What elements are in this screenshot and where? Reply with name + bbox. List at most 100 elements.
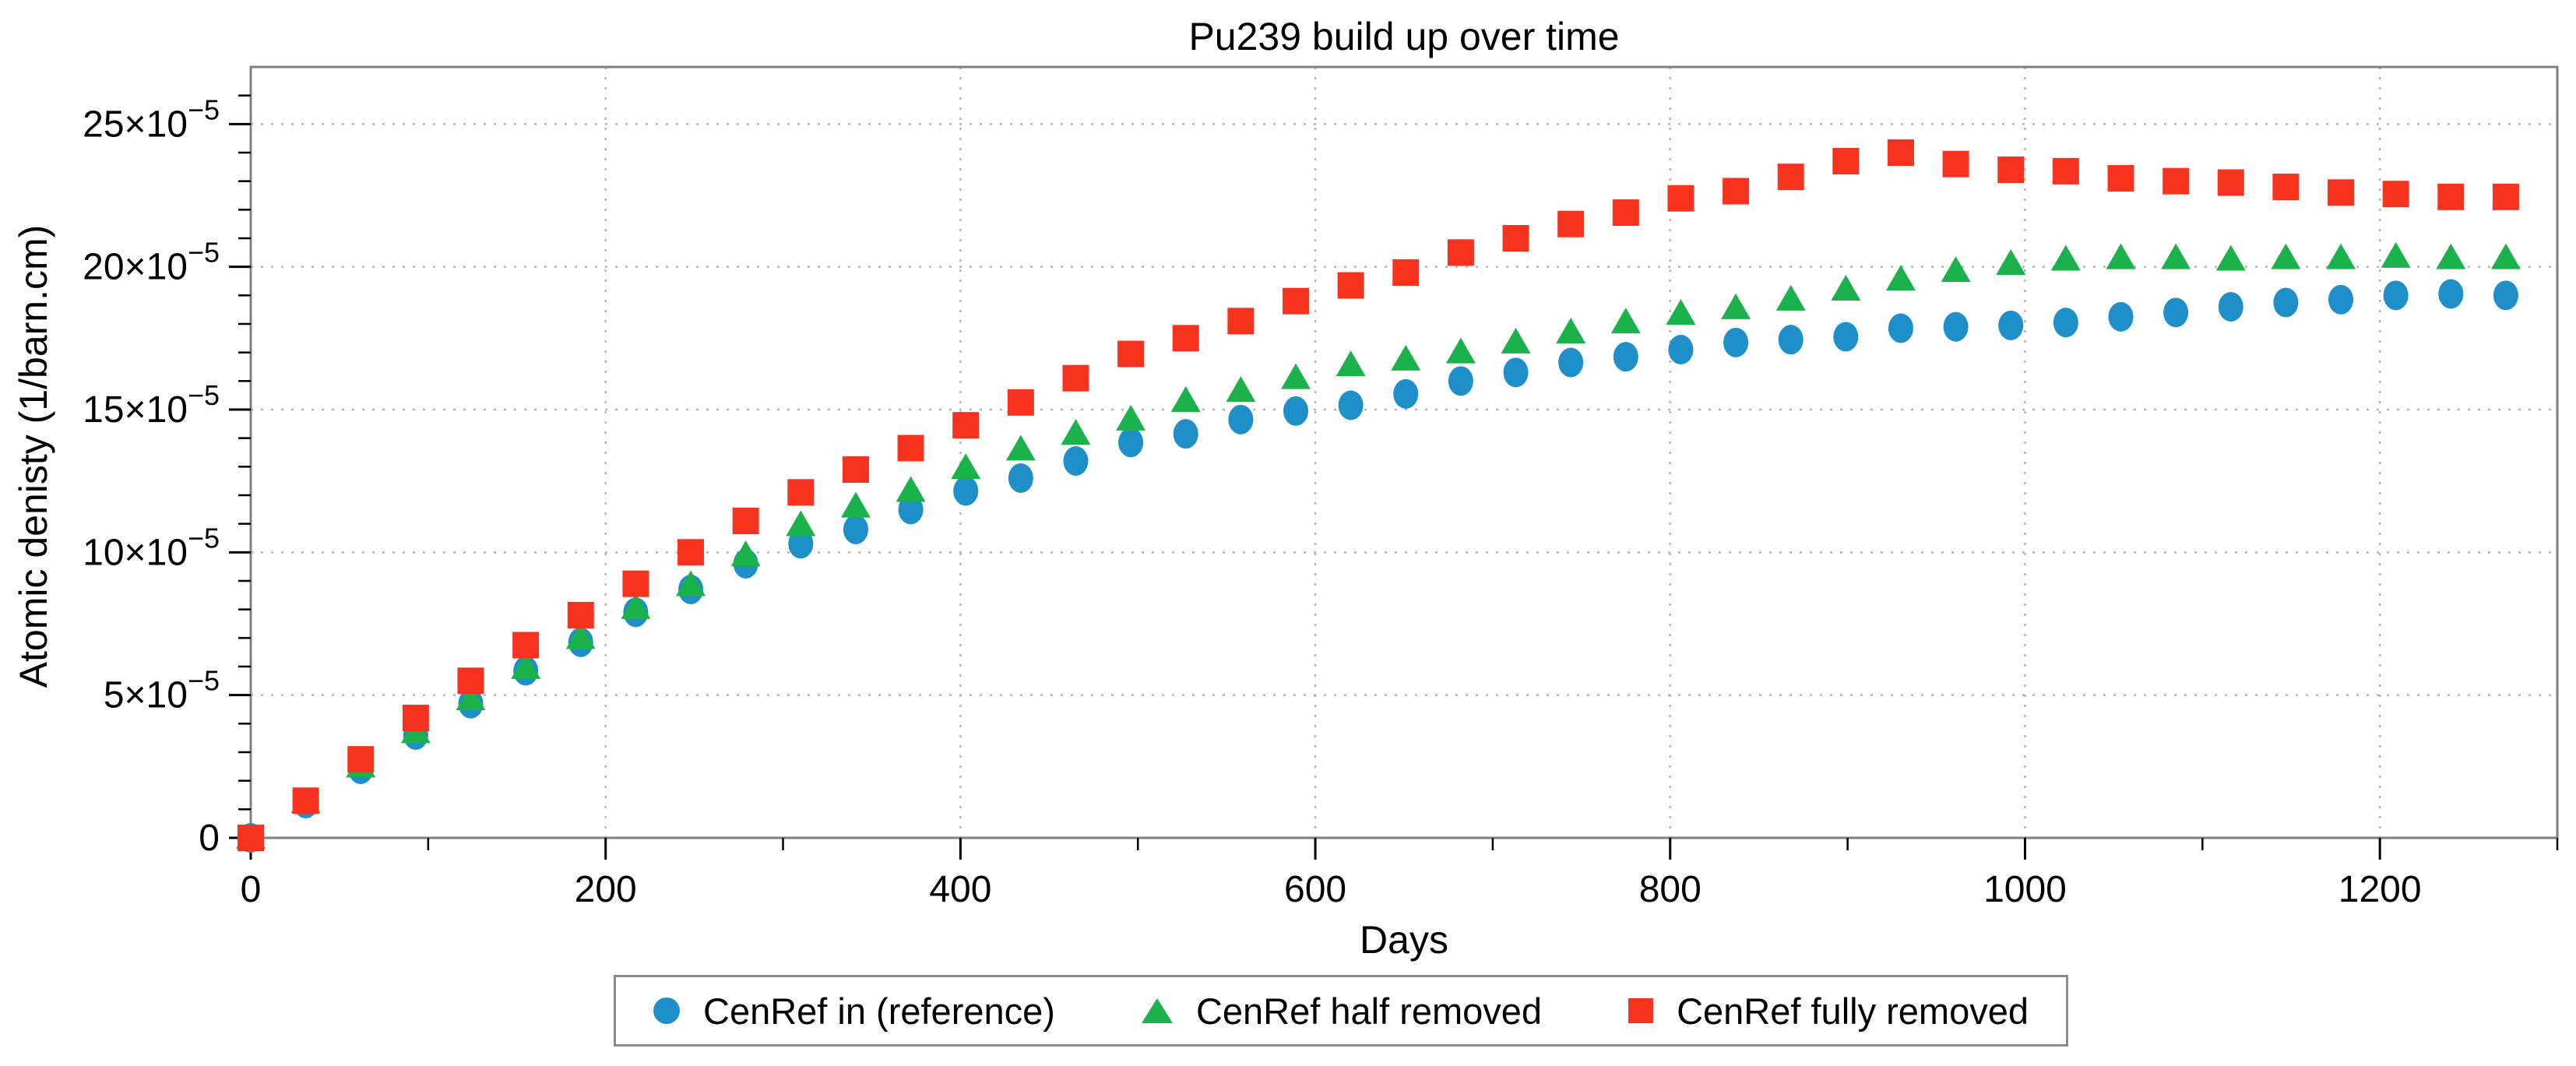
y-axis-label: Atomic denisty (1/barn.cm) (12, 224, 55, 688)
data-point-triangle (2490, 243, 2521, 269)
data-point-circle (2218, 292, 2243, 322)
data-point-square (677, 539, 705, 566)
data-point-circle (2493, 280, 2518, 311)
data-point-circle (2163, 297, 2189, 328)
data-point-square (1007, 389, 1034, 416)
data-point-square (1667, 185, 1694, 212)
y-tick-label: 0 (199, 818, 220, 859)
data-point-triangle (1721, 293, 1751, 319)
data-point-square (457, 667, 484, 695)
data-point-triangle (2381, 241, 2411, 268)
x-tick-label: 1000 (1983, 869, 2067, 910)
data-point-circle (1228, 404, 1254, 434)
data-point-square (2437, 183, 2465, 210)
data-point-triangle (1116, 404, 1146, 431)
data-point-triangle (1996, 249, 2026, 275)
data-point-square (1832, 148, 1860, 174)
data-point-circle (1283, 396, 1309, 426)
legend-triangle-marker-icon (1141, 998, 1173, 1023)
data-point-square (1172, 325, 1199, 352)
plot-frame (249, 65, 2559, 839)
data-point-triangle (1281, 363, 1311, 389)
data-point-circle (2053, 308, 2078, 338)
data-point-triangle (2215, 245, 2246, 271)
data-point-circle (2383, 280, 2409, 311)
x-tick-label: 800 (1639, 869, 1701, 910)
data-point-triangle (621, 593, 651, 619)
data-point-circle (1448, 366, 1473, 396)
data-point-circle (1393, 378, 1419, 409)
data-point-circle (1063, 446, 1089, 476)
data-point-square (1117, 340, 1145, 368)
data-point-square (952, 412, 980, 439)
legend-item-half-removed: CenRef half removed (1141, 990, 1543, 1033)
data-point-circle (898, 494, 924, 525)
data-point-square (2107, 165, 2134, 192)
data-point-square (2217, 169, 2244, 196)
data-point-square (1997, 157, 2025, 183)
y-tick-label: 20×10−5 (83, 237, 220, 288)
data-point-circle (2328, 284, 2354, 315)
data-point-triangle (676, 570, 706, 596)
data-point-circle (953, 476, 979, 506)
data-point-triangle (2326, 243, 2356, 269)
data-point-square (1062, 364, 1089, 392)
data-point-triangle (1170, 386, 1201, 412)
data-point-triangle (2271, 243, 2301, 269)
data-point-triangle (1501, 327, 1531, 354)
data-point-square (2163, 167, 2190, 195)
data-point-triangle (730, 540, 761, 566)
legend-circle-marker-icon (653, 997, 680, 1024)
data-point-circle (1723, 327, 1749, 357)
y-tick-label: 10×10−5 (83, 522, 220, 573)
data-point-square (1612, 199, 1639, 226)
data-point-square (897, 434, 924, 462)
data-point-circle (788, 529, 814, 559)
data-point-square (567, 602, 594, 628)
data-point-square (2272, 174, 2300, 200)
data-point-circle (2108, 301, 2134, 332)
data-point-triangle (840, 491, 871, 518)
legend-item-reference: CenRef in (reference) (653, 990, 1055, 1033)
data-point-triangle (896, 476, 926, 502)
data-point-square (238, 825, 264, 851)
data-point-square (1337, 272, 1364, 299)
data-point-triangle (951, 453, 981, 480)
data-point-square (622, 570, 649, 597)
data-point-triangle (1610, 308, 1641, 334)
data-point-triangle (1775, 284, 1806, 311)
x-tick-label: 200 (575, 869, 637, 910)
y-tick-label: 25×10−5 (83, 93, 220, 145)
data-point-square (1777, 164, 1804, 191)
legend-label: CenRef half removed (1195, 990, 1543, 1032)
data-point-circle (1998, 310, 2024, 340)
legend-item-fully-removed: CenRef fully removed (1628, 990, 2029, 1033)
data-point-triangle (1831, 275, 1861, 301)
data-point-square (1942, 150, 1969, 178)
data-point-triangle (2436, 243, 2466, 269)
data-point-square (787, 479, 815, 506)
data-point-circle (1668, 335, 1694, 364)
data-point-circle (1888, 313, 1913, 343)
x-tick-label: 1200 (2338, 869, 2422, 910)
data-point-square (402, 705, 429, 731)
chart-title: Pu239 build up over time (1188, 15, 1620, 58)
data-point-triangle (565, 623, 596, 649)
data-point-triangle (2161, 243, 2191, 269)
data-point-circle (1503, 357, 1529, 388)
data-point-square (1723, 178, 1750, 205)
data-point-square (732, 508, 759, 534)
data-point-square (842, 456, 869, 483)
data-point-square (512, 632, 540, 659)
data-point-circle (1338, 390, 1364, 420)
legend-box: CenRef in (reference) CenRef half remove… (614, 975, 2068, 1047)
legend-label: CenRef fully removed (1677, 990, 2029, 1032)
data-point-triangle (1226, 376, 1256, 403)
data-point-triangle (456, 684, 486, 711)
data-point-square (1557, 210, 1585, 237)
y-tick-label: 15×10−5 (83, 379, 220, 431)
data-point-circle (1613, 342, 1638, 372)
data-point-triangle (511, 653, 541, 679)
data-point-square (1502, 225, 1529, 252)
